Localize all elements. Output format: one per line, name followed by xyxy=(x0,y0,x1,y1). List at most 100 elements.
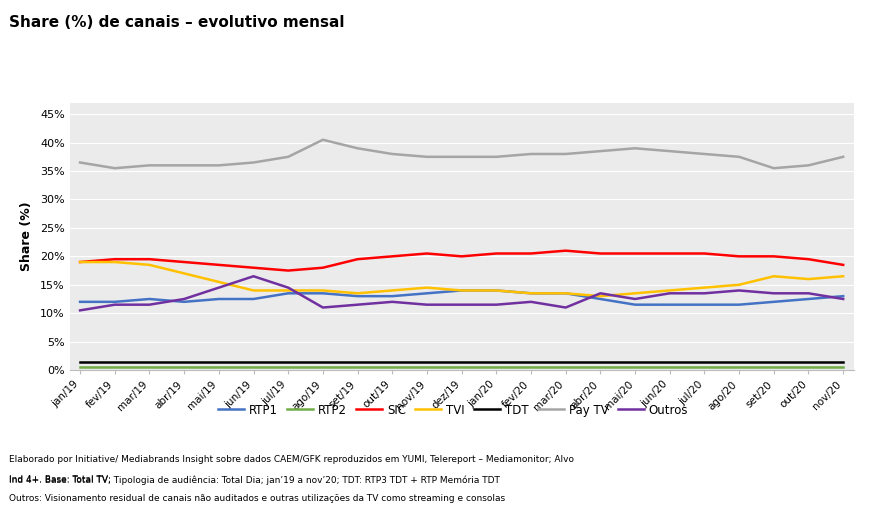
TVI xyxy=(145,262,155,268)
RTP2 xyxy=(145,364,155,370)
Outros xyxy=(526,299,537,305)
SIC xyxy=(595,250,605,256)
RTP2 xyxy=(318,364,328,370)
RTP2 xyxy=(526,364,537,370)
RTP2 xyxy=(110,364,120,370)
RTP2 xyxy=(630,364,640,370)
TDT xyxy=(248,358,259,364)
RTP2 xyxy=(768,364,779,370)
Outros xyxy=(422,302,432,308)
RTP2 xyxy=(491,364,502,370)
RTP1 xyxy=(699,302,710,308)
TDT xyxy=(179,358,189,364)
RTP2 xyxy=(283,364,294,370)
Pay TV xyxy=(179,162,189,169)
RTP2 xyxy=(353,364,363,370)
TVI xyxy=(734,282,745,288)
TDT xyxy=(318,358,328,364)
RTP1 xyxy=(353,293,363,299)
TVI xyxy=(560,290,571,297)
Outros xyxy=(595,290,605,297)
RTP2 xyxy=(422,364,432,370)
SIC xyxy=(75,259,85,265)
TVI xyxy=(699,285,710,291)
Pay TV xyxy=(387,151,397,157)
TVI xyxy=(803,276,814,282)
Y-axis label: Share (%): Share (%) xyxy=(20,201,33,271)
Text: Outros: Visionamento residual de canais não auditados e outras utilizações da TV: Outros: Visionamento residual de canais … xyxy=(9,494,505,504)
TVI xyxy=(213,279,224,285)
RTP1 xyxy=(213,296,224,302)
TVI xyxy=(248,287,259,293)
RTP2 xyxy=(838,364,848,370)
RTP1 xyxy=(422,290,432,297)
SIC xyxy=(838,262,848,268)
SIC xyxy=(179,259,189,265)
TVI xyxy=(179,270,189,277)
SIC xyxy=(318,265,328,271)
RTP1 xyxy=(387,293,397,299)
Outros xyxy=(179,296,189,302)
RTP2 xyxy=(560,364,571,370)
SIC xyxy=(387,253,397,260)
RTP1 xyxy=(665,302,675,308)
Outros xyxy=(734,287,745,293)
TVI xyxy=(526,290,537,297)
RTP1 xyxy=(734,302,745,308)
SIC xyxy=(353,256,363,262)
TDT xyxy=(213,358,224,364)
TDT xyxy=(734,358,745,364)
RTP1 xyxy=(560,290,571,297)
TVI xyxy=(283,287,294,293)
TVI xyxy=(75,259,85,265)
TVI xyxy=(595,293,605,299)
RTP2 xyxy=(387,364,397,370)
RTP1 xyxy=(456,287,467,293)
Pay TV xyxy=(248,159,259,166)
SIC xyxy=(145,256,155,262)
TVI xyxy=(318,287,328,293)
Legend: RTP1, RTP2, SIC, TVI, TDT, Pay TV, Outros: RTP1, RTP2, SIC, TVI, TDT, Pay TV, Outro… xyxy=(213,399,692,421)
TVI xyxy=(387,287,397,293)
TDT xyxy=(456,358,467,364)
Text: Share (%) de canais – evolutivo mensal: Share (%) de canais – evolutivo mensal xyxy=(9,15,344,30)
Pay TV xyxy=(110,165,120,171)
Outros xyxy=(838,296,848,302)
Pay TV xyxy=(422,154,432,160)
TVI xyxy=(768,273,779,279)
Text: Ind 4+. Base: Total TV; Tipologia de audiência: Total Dia; jan’19 a nov’20; TDT:: Ind 4+. Base: Total TV; Tipologia de aud… xyxy=(9,475,500,485)
Line: Outros: Outros xyxy=(80,276,843,310)
Outros xyxy=(353,302,363,308)
SIC xyxy=(110,256,120,262)
TVI xyxy=(838,273,848,279)
Outros xyxy=(75,307,85,314)
TVI xyxy=(353,290,363,297)
RTP1 xyxy=(630,302,640,308)
SIC xyxy=(283,267,294,273)
TDT xyxy=(699,358,710,364)
RTP1 xyxy=(179,299,189,305)
RTP2 xyxy=(699,364,710,370)
TVI xyxy=(491,287,502,293)
Pay TV xyxy=(526,151,537,157)
Pay TV xyxy=(283,154,294,160)
TDT xyxy=(353,358,363,364)
Pay TV xyxy=(768,165,779,171)
RTP1 xyxy=(75,299,85,305)
Pay TV xyxy=(803,162,814,169)
RTP2 xyxy=(803,364,814,370)
RTP1 xyxy=(318,290,328,297)
RTP1 xyxy=(803,296,814,302)
TDT xyxy=(387,358,397,364)
TDT xyxy=(110,358,120,364)
RTP1 xyxy=(283,290,294,297)
TDT xyxy=(768,358,779,364)
Outros xyxy=(248,273,259,279)
TDT xyxy=(803,358,814,364)
Line: RTP1: RTP1 xyxy=(80,290,843,305)
TDT xyxy=(838,358,848,364)
RTP1 xyxy=(595,296,605,302)
Pay TV xyxy=(699,151,710,157)
TDT xyxy=(145,358,155,364)
SIC xyxy=(491,250,502,256)
